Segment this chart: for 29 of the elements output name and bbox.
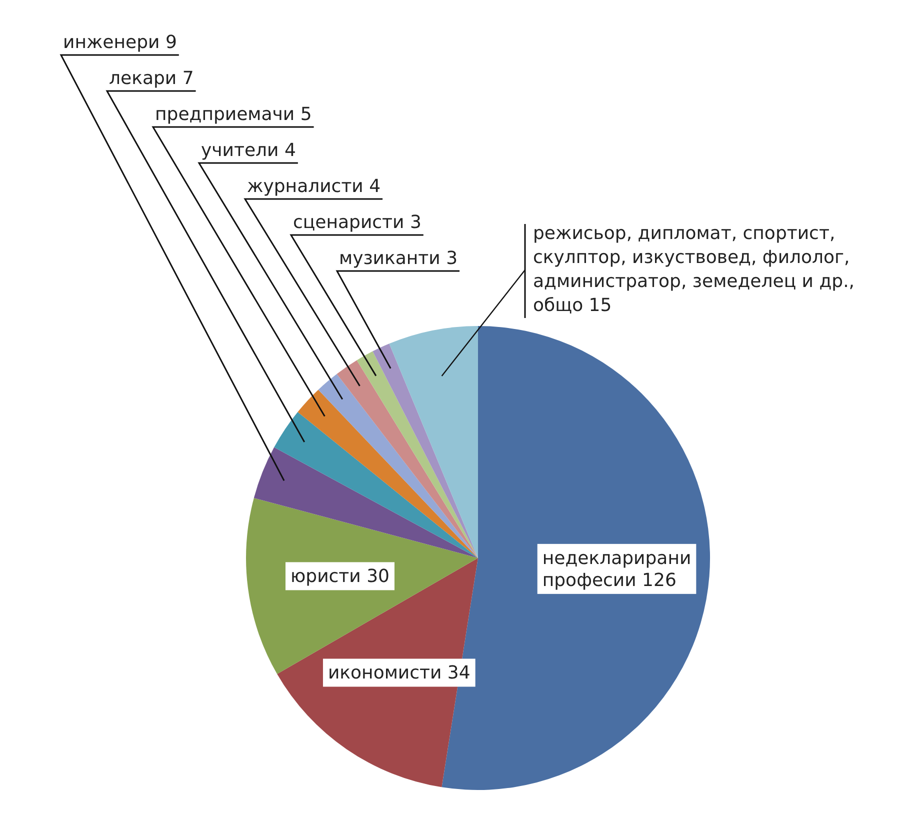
- data-label: 34: [447, 662, 470, 684]
- data-label: 126: [642, 570, 676, 591]
- data-label: 4: [284, 140, 296, 161]
- data-label: 4: [369, 176, 381, 197]
- data-label: 5: [300, 104, 312, 125]
- pie-slice: [356, 351, 478, 558]
- slice-label: икономисти: [328, 662, 442, 684]
- data-label: 3: [446, 248, 458, 269]
- slice-label: музиканти: [339, 248, 440, 269]
- slice-label: учители: [201, 140, 279, 161]
- slice-label: лекари: [109, 68, 177, 89]
- data-label: 15: [588, 295, 612, 316]
- pie-slice: [254, 447, 478, 558]
- data-label: 3: [410, 212, 422, 233]
- slice-label: юристи: [290, 566, 361, 588]
- slice-label: инженери: [63, 32, 160, 53]
- pie-slice: [389, 326, 478, 558]
- slice-label: предприемачи: [155, 104, 295, 125]
- slice-label: журналисти: [247, 176, 364, 197]
- pie-slice: [336, 360, 478, 558]
- pie-slice: [274, 412, 478, 558]
- slice-label: сценаристи: [293, 212, 404, 233]
- pie-slice: [442, 326, 710, 790]
- data-label: 7: [182, 68, 194, 89]
- data-label: 9: [165, 32, 177, 53]
- pie-slice: [298, 390, 478, 558]
- pie-slice: [318, 374, 478, 558]
- pie-slice: [372, 344, 478, 558]
- data-label: 30: [366, 566, 390, 588]
